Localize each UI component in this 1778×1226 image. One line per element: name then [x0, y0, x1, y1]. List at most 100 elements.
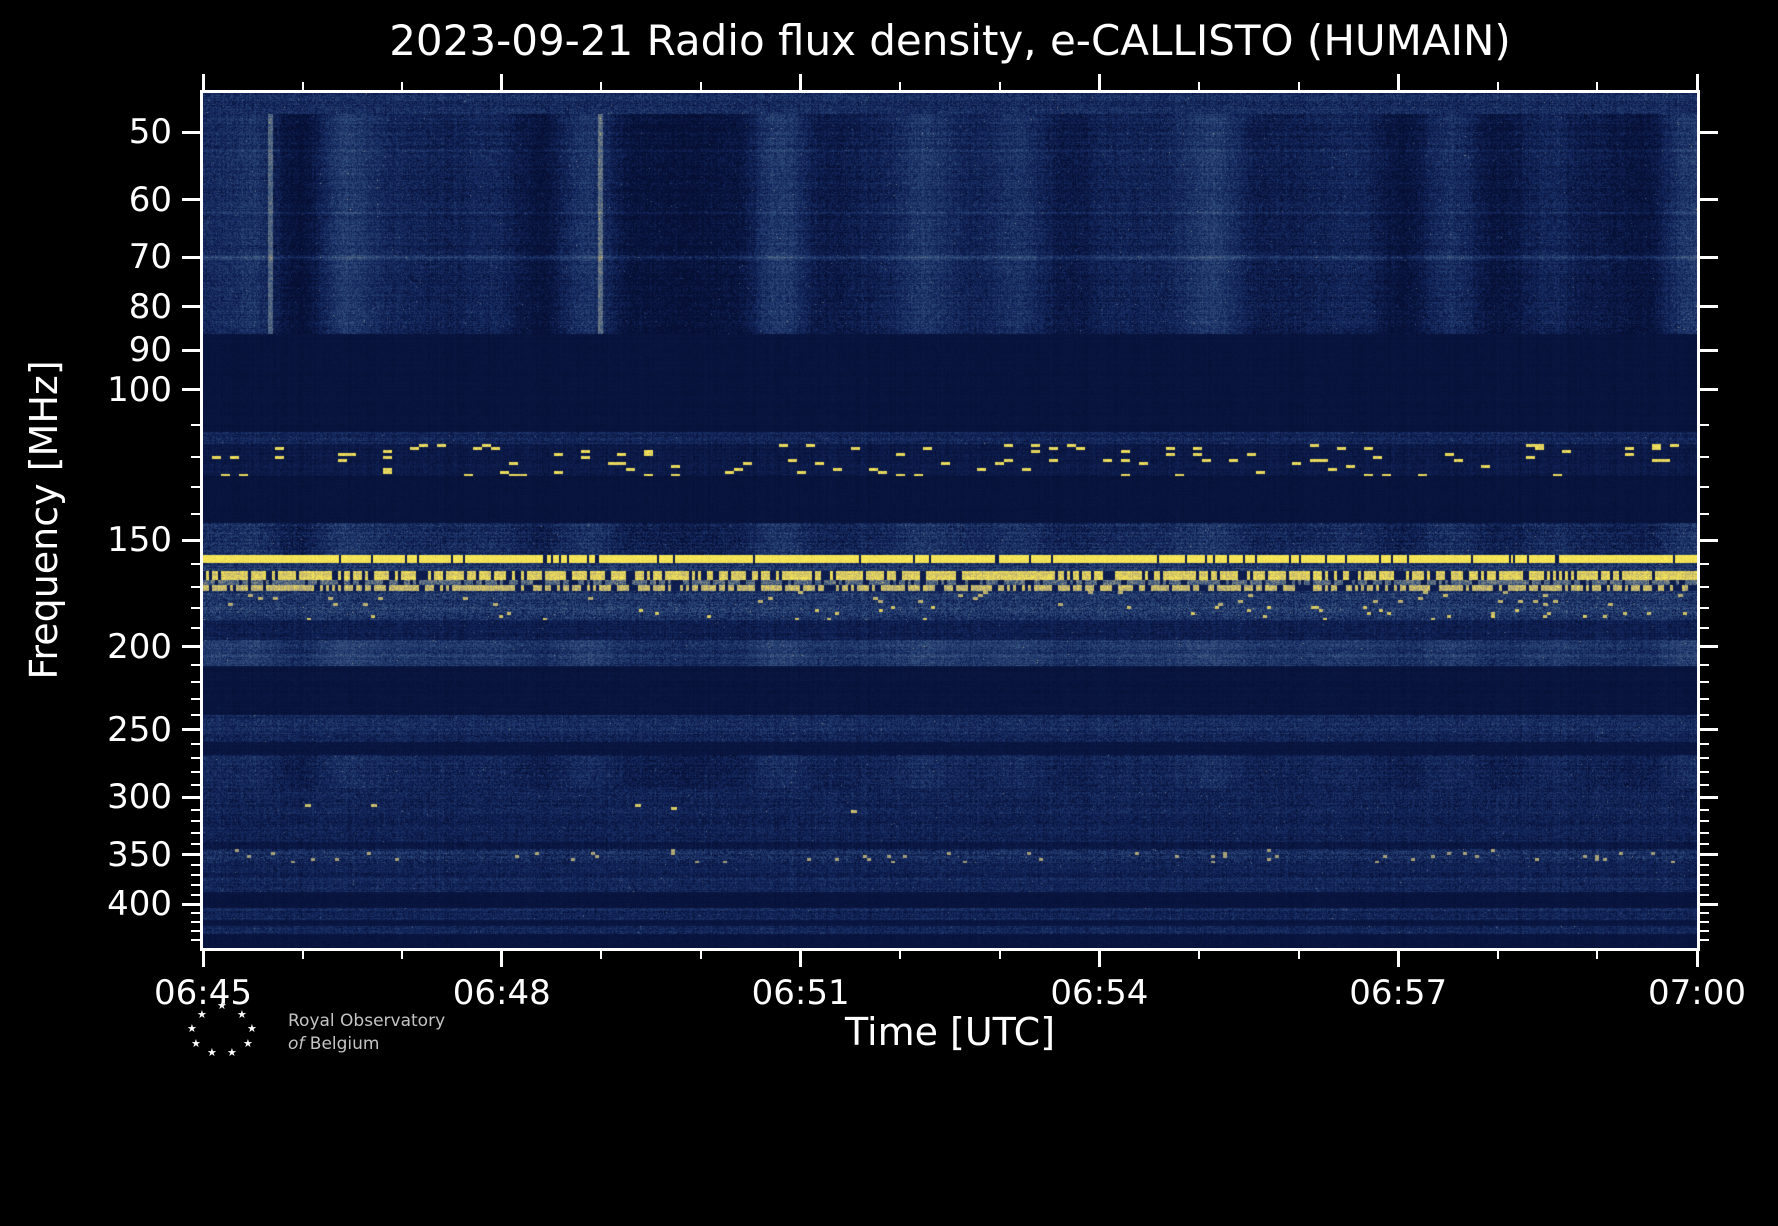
y-tick-label: 300: [107, 777, 172, 818]
y-major-tick-right: [1700, 538, 1718, 542]
y-minor-tick-left: [191, 513, 200, 516]
y-minor-tick-left: [191, 585, 200, 588]
x-major-tick-top: [1695, 74, 1699, 90]
y-minor-tick-left: [191, 921, 200, 924]
x-minor-tick-bottom: [401, 951, 404, 959]
star-icon: ★: [243, 1037, 253, 1050]
y-minor-tick-left: [191, 842, 200, 845]
y-minor-tick-left: [191, 743, 200, 746]
y-major-tick-right: [1700, 388, 1718, 391]
x-tick-label: 07:00: [1648, 973, 1746, 1013]
y-minor-tick-right: [1700, 808, 1709, 811]
x-major-tick-bottom: [500, 951, 504, 967]
y-minor-tick-right: [1700, 842, 1709, 845]
chart-title: 2023-09-21 Radio flux density, e-CALLIST…: [389, 16, 1511, 65]
y-major-tick-right: [1700, 198, 1718, 202]
y-minor-tick-left: [191, 938, 200, 941]
y-minor-tick-left: [191, 770, 200, 773]
x-minor-tick-bottom: [700, 951, 702, 959]
y-minor-tick-left: [191, 563, 200, 566]
y-minor-tick-left: [191, 485, 200, 488]
y-major-tick-left: [182, 305, 200, 309]
y-major-tick-right: [1700, 645, 1718, 649]
x-minor-tick-bottom: [1496, 951, 1499, 959]
y-minor-tick-left: [191, 697, 200, 700]
y-minor-tick-left: [191, 626, 200, 629]
star-icon: ★: [207, 1046, 217, 1059]
y-tick-label: 400: [107, 884, 172, 925]
y-major-tick-right: [1700, 795, 1718, 799]
y-minor-tick-right: [1700, 770, 1709, 773]
y-minor-tick-left: [191, 930, 200, 933]
y-major-tick-right: [1700, 255, 1718, 259]
x-tick-label: 06:51: [751, 973, 850, 1013]
y-minor-tick-right: [1700, 423, 1709, 426]
x-minor-tick-bottom: [600, 951, 603, 959]
y-tick-label: 70: [128, 237, 172, 278]
y-minor-tick-right: [1700, 757, 1709, 760]
y-minor-tick-right: [1700, 820, 1709, 823]
y-minor-tick-left: [191, 783, 200, 786]
y-minor-tick-left: [191, 874, 200, 877]
rob-logo-stars: ★ ★ ★ ★ ★ ★ ★ ★ ★: [183, 1000, 273, 1062]
y-major-tick-left: [182, 388, 200, 391]
logo-line2-belgium: Belgium: [309, 1034, 380, 1054]
y-major-tick-left: [182, 728, 200, 732]
y-minor-tick-right: [1700, 864, 1709, 867]
x-major-tick-top: [201, 74, 205, 90]
y-minor-tick-right: [1700, 626, 1709, 629]
y-minor-tick-left: [191, 884, 200, 887]
x-minor-tick-top: [1198, 82, 1200, 90]
y-minor-tick-left: [191, 757, 200, 760]
x-minor-tick-top: [1297, 82, 1300, 90]
x-minor-tick-top: [1496, 82, 1499, 90]
x-minor-tick-bottom: [1297, 951, 1300, 959]
y-minor-tick-left: [191, 808, 200, 811]
x-major-tick-bottom: [1396, 951, 1400, 967]
y-tick-label: 250: [107, 709, 172, 750]
x-major-tick-top: [500, 74, 504, 90]
x-major-tick-bottom: [799, 951, 803, 967]
y-tick-label: 60: [128, 179, 172, 220]
x-tick-label: 06:57: [1349, 973, 1448, 1013]
x-minor-tick-top: [1596, 82, 1599, 90]
x-minor-tick-top: [899, 82, 902, 90]
x-major-tick-bottom: [1097, 951, 1101, 967]
y-minor-tick-right: [1700, 930, 1709, 933]
y-minor-tick-left: [191, 456, 200, 459]
y-minor-tick-left: [191, 606, 200, 609]
star-icon: ★: [227, 1046, 237, 1059]
rob-logo: ★ ★ ★ ★ ★ ★ ★ ★ ★ Royal Observatory of Belgium: [183, 1000, 603, 1070]
y-minor-tick-right: [1700, 664, 1709, 666]
y-minor-tick-left: [191, 864, 200, 867]
y-minor-tick-right: [1700, 884, 1709, 887]
y-minor-tick-right: [1700, 485, 1709, 488]
x-major-tick-top: [1396, 74, 1400, 90]
x-axis-label: Time [UTC]: [844, 1010, 1056, 1054]
y-minor-tick-right: [1700, 585, 1709, 588]
y-tick-label: 100: [107, 369, 172, 410]
y-minor-tick-left: [191, 423, 200, 426]
x-major-tick-bottom: [201, 951, 205, 967]
x-tick-label: 06:54: [1050, 973, 1149, 1013]
y-tick-label: 350: [107, 834, 172, 875]
logo-line2-of: of: [288, 1034, 305, 1054]
y-minor-tick-left: [191, 681, 200, 684]
y-minor-tick-right: [1700, 743, 1709, 746]
star-icon: ★: [187, 1022, 197, 1035]
y-minor-tick-left: [191, 893, 200, 896]
star-icon: ★: [191, 1037, 201, 1050]
x-minor-tick-bottom: [301, 951, 304, 959]
x-minor-tick-top: [700, 82, 702, 90]
y-major-tick-right: [1700, 130, 1718, 134]
y-minor-tick-left: [191, 820, 200, 823]
y-major-tick-right: [1700, 902, 1718, 906]
x-minor-tick-bottom: [998, 951, 1001, 959]
x-minor-tick-top: [600, 82, 603, 90]
plot-frame: [200, 90, 1700, 951]
x-minor-tick-top: [998, 82, 1001, 90]
y-major-tick-left: [182, 902, 200, 906]
x-minor-tick-top: [401, 82, 404, 90]
y-tick-label: 80: [128, 286, 172, 327]
